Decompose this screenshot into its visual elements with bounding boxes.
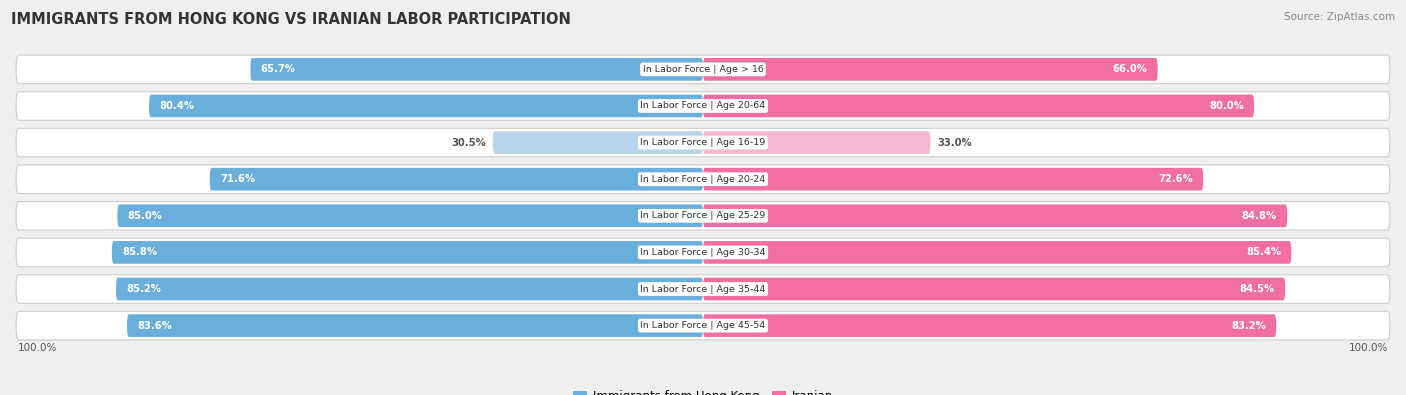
- FancyBboxPatch shape: [703, 314, 1277, 337]
- Text: In Labor Force | Age 45-54: In Labor Force | Age 45-54: [640, 321, 766, 330]
- FancyBboxPatch shape: [15, 92, 1391, 120]
- Text: 83.2%: 83.2%: [1232, 321, 1265, 331]
- Text: 33.0%: 33.0%: [938, 137, 972, 148]
- Text: Source: ZipAtlas.com: Source: ZipAtlas.com: [1284, 12, 1395, 22]
- Text: 85.4%: 85.4%: [1246, 247, 1281, 258]
- FancyBboxPatch shape: [15, 165, 1391, 194]
- FancyBboxPatch shape: [494, 131, 703, 154]
- FancyBboxPatch shape: [15, 311, 1391, 340]
- FancyBboxPatch shape: [15, 275, 1391, 303]
- Text: In Labor Force | Age 20-24: In Labor Force | Age 20-24: [640, 175, 766, 184]
- FancyBboxPatch shape: [15, 238, 1391, 267]
- FancyBboxPatch shape: [250, 58, 703, 81]
- FancyBboxPatch shape: [112, 241, 703, 264]
- Text: 85.2%: 85.2%: [127, 284, 162, 294]
- Text: 71.6%: 71.6%: [221, 174, 254, 184]
- FancyBboxPatch shape: [15, 55, 1391, 84]
- FancyBboxPatch shape: [703, 278, 1285, 300]
- Text: 80.4%: 80.4%: [159, 101, 194, 111]
- FancyBboxPatch shape: [703, 58, 1157, 81]
- FancyBboxPatch shape: [703, 241, 1291, 264]
- Text: 84.8%: 84.8%: [1241, 211, 1277, 221]
- Text: 100.0%: 100.0%: [17, 342, 56, 353]
- FancyBboxPatch shape: [703, 168, 1204, 190]
- FancyBboxPatch shape: [703, 205, 1288, 227]
- FancyBboxPatch shape: [117, 278, 703, 300]
- FancyBboxPatch shape: [118, 205, 703, 227]
- FancyBboxPatch shape: [127, 314, 703, 337]
- Text: In Labor Force | Age 30-34: In Labor Force | Age 30-34: [640, 248, 766, 257]
- Text: In Labor Force | Age 16-19: In Labor Force | Age 16-19: [640, 138, 766, 147]
- Text: In Labor Force | Age 25-29: In Labor Force | Age 25-29: [640, 211, 766, 220]
- Legend: Immigrants from Hong Kong, Iranian: Immigrants from Hong Kong, Iranian: [568, 385, 838, 395]
- Text: 30.5%: 30.5%: [451, 137, 486, 148]
- FancyBboxPatch shape: [703, 95, 1254, 117]
- Text: 85.8%: 85.8%: [122, 247, 157, 258]
- FancyBboxPatch shape: [209, 168, 703, 190]
- Text: 80.0%: 80.0%: [1209, 101, 1244, 111]
- Text: 100.0%: 100.0%: [1350, 342, 1389, 353]
- Text: 84.5%: 84.5%: [1240, 284, 1275, 294]
- FancyBboxPatch shape: [149, 95, 703, 117]
- Text: In Labor Force | Age > 16: In Labor Force | Age > 16: [643, 65, 763, 74]
- Text: 65.7%: 65.7%: [260, 64, 295, 74]
- FancyBboxPatch shape: [15, 128, 1391, 157]
- Text: In Labor Force | Age 20-64: In Labor Force | Age 20-64: [640, 102, 766, 111]
- Text: 85.0%: 85.0%: [128, 211, 163, 221]
- FancyBboxPatch shape: [703, 131, 931, 154]
- Text: In Labor Force | Age 35-44: In Labor Force | Age 35-44: [640, 284, 766, 293]
- Text: 83.6%: 83.6%: [138, 321, 173, 331]
- Text: IMMIGRANTS FROM HONG KONG VS IRANIAN LABOR PARTICIPATION: IMMIGRANTS FROM HONG KONG VS IRANIAN LAB…: [11, 12, 571, 27]
- Text: 72.6%: 72.6%: [1159, 174, 1192, 184]
- Text: 66.0%: 66.0%: [1112, 64, 1147, 74]
- FancyBboxPatch shape: [15, 201, 1391, 230]
